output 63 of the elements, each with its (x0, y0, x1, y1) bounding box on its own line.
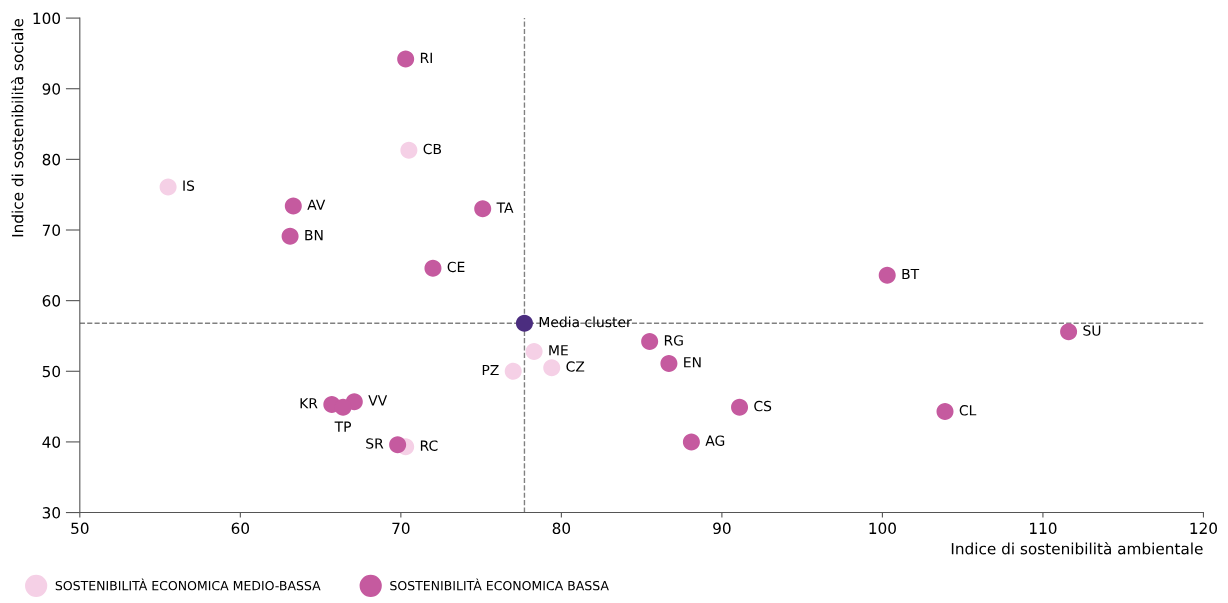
annotation: BT (902, 268, 920, 280)
point (400, 141, 418, 159)
x-tick-label: 60 (231, 522, 250, 535)
point (284, 197, 302, 215)
annotation: AV (307, 199, 326, 210)
x-tick-label: 110 (1030, 522, 1057, 535)
annotation: ME (549, 345, 568, 356)
x-tick-label: 80 (552, 522, 571, 535)
x-tick-label: 70 (392, 522, 410, 535)
point (389, 436, 407, 454)
y-tick-label: 80 (42, 153, 61, 166)
point (397, 50, 415, 68)
annotation: RC (420, 440, 438, 451)
annotation: EN (684, 357, 701, 368)
x-tick-label: 120 (1190, 522, 1218, 535)
annotation: IS (183, 180, 195, 191)
annotation: CL (959, 405, 977, 416)
annotation: CS (754, 400, 772, 412)
point (504, 362, 522, 380)
y-tick-label: 70 (42, 224, 61, 237)
point (1060, 323, 1078, 341)
annotation: BN (305, 230, 323, 241)
point (936, 403, 954, 421)
annotation: PZ (482, 364, 499, 376)
y-tick-label: 90 (42, 83, 61, 95)
point (515, 314, 533, 332)
annotation: CZ (566, 361, 585, 372)
x-tick-label: 50 (71, 522, 89, 535)
y-axis-title: Indice di sostenibilità sociale (10, 18, 24, 237)
point (543, 359, 561, 377)
point (281, 227, 299, 245)
annotation: SU (1083, 325, 1101, 336)
annotation: AG (705, 435, 725, 446)
legend-label: SOSTENIBILITÀ ECONOMICA MEDIO-BASSA (55, 578, 321, 591)
y-tick-label: 100 (33, 12, 61, 25)
annotation: SR (366, 438, 384, 449)
point (682, 433, 700, 451)
point (159, 178, 177, 196)
point (525, 342, 543, 360)
annotation: RG (664, 335, 683, 346)
point (334, 398, 352, 416)
annotation: KR (300, 398, 318, 409)
annotation: CB (423, 143, 442, 155)
y-tick-label: 30 (42, 507, 61, 519)
point (660, 355, 678, 373)
point (878, 266, 896, 284)
x-tick-label: 90 (713, 522, 731, 535)
x-axis-title: Indice di sostenibilità ambientale (951, 542, 1203, 555)
x-tick-label: 100 (869, 522, 896, 535)
point (474, 200, 492, 218)
y-tick-label: 40 (42, 436, 61, 448)
y-tick-label: 50 (42, 365, 61, 378)
annotation: TA (496, 202, 514, 213)
annotation: TP (334, 421, 352, 432)
legend-label: SOSTENIBILITÀ ECONOMICA BASSA (390, 578, 609, 591)
y-tick-label: 60 (42, 295, 61, 307)
point (641, 333, 659, 351)
annotation: CE (447, 261, 465, 273)
annotation: RI (420, 52, 432, 63)
point (731, 398, 749, 416)
annotation: Media cluster (539, 316, 632, 328)
point (424, 259, 442, 277)
annotation: VV (368, 395, 388, 406)
